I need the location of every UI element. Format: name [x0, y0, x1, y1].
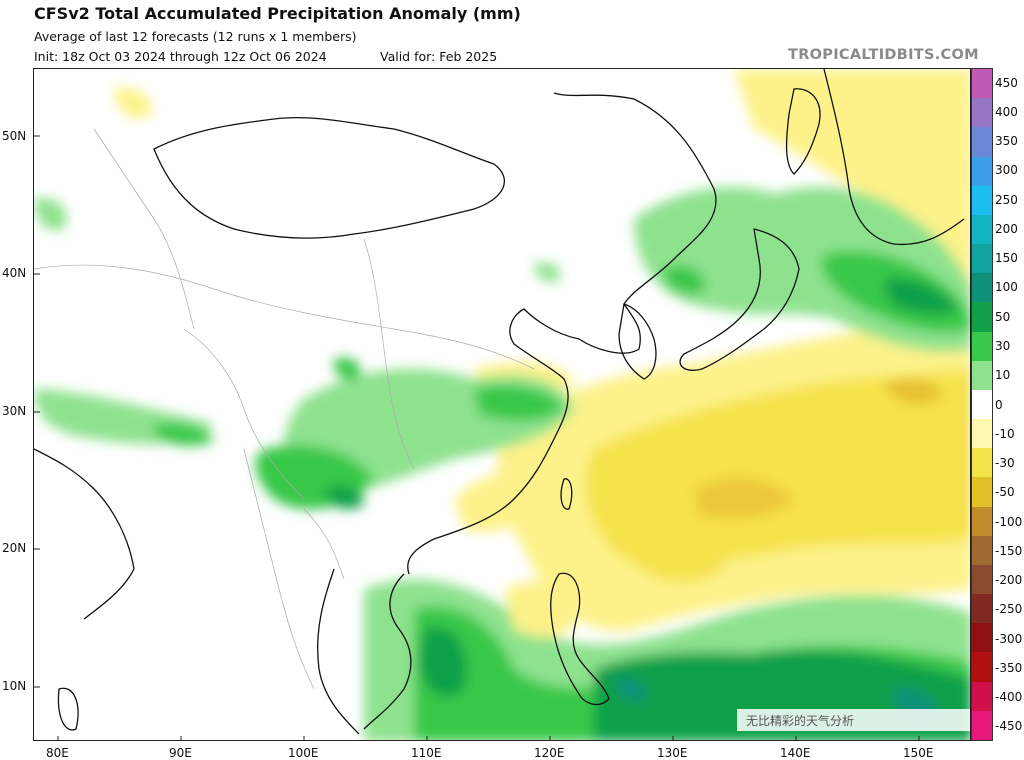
overlay-strip	[737, 709, 970, 731]
colorbar-swatch	[972, 69, 992, 99]
map-borders	[34, 128, 535, 690]
colorbar-label: 350	[995, 134, 1018, 149]
colorbar-swatch	[972, 244, 992, 274]
colorbar-swatch	[972, 360, 992, 390]
colorbar-label: 400	[995, 104, 1018, 119]
colorbar-label: 10	[995, 368, 1011, 383]
colorbar-label: 300	[995, 163, 1018, 178]
colorbar-label: 250	[995, 192, 1018, 207]
colorbar-swatch	[972, 419, 992, 449]
site-watermark: TROPICALTIDBITS.COM	[788, 47, 979, 63]
colorbar-label: -300	[995, 631, 1023, 646]
lon-label-80e: 80E	[46, 746, 69, 760]
colorbar-label: 150	[995, 251, 1018, 266]
valid-time: Valid for: Feb 2025	[380, 49, 498, 64]
colorbar-label: 100	[995, 280, 1018, 295]
map-coastlines	[34, 69, 965, 735]
precipitation-anomaly-map: 无比精彩的天气分析	[33, 68, 971, 741]
colorbar-swatch	[972, 477, 992, 507]
overlay-text: 无比精彩的天气分析	[746, 713, 854, 728]
anomaly-fill	[34, 69, 970, 740]
colorbar	[971, 68, 993, 741]
colorbar-swatch	[972, 273, 992, 303]
colorbar-swatch	[972, 535, 992, 565]
colorbar-swatch	[972, 623, 992, 653]
lat-label-10n: 10N	[2, 679, 27, 693]
lon-label-120e: 120E	[534, 746, 565, 760]
lon-label-130e: 130E	[657, 746, 688, 760]
lon-label-110e: 110E	[411, 746, 442, 760]
colorbar-swatch	[972, 652, 992, 682]
colorbar-label: -400	[995, 690, 1023, 705]
colorbar-swatch	[972, 214, 992, 245]
lat-label-20n: 20N	[2, 541, 27, 555]
lat-label-30n: 30N	[2, 404, 27, 418]
colorbar-swatch	[972, 127, 992, 157]
lon-label-150e: 150E	[903, 746, 934, 760]
lat-label-40n: 40N	[2, 266, 27, 280]
colorbar-label: -50	[995, 485, 1015, 500]
colorbar-swatch	[972, 594, 992, 624]
colorbar-swatch	[972, 506, 992, 536]
forecast-subtitle: Average of last 12 forecasts (12 runs x …	[34, 29, 357, 44]
lon-label-100e: 100E	[288, 746, 319, 760]
lon-label-140e: 140E	[780, 746, 811, 760]
colorbar-label: 450	[995, 75, 1018, 90]
colorbar-swatch	[972, 156, 992, 186]
chart-title: CFSv2 Total Accumulated Precipitation An…	[34, 4, 521, 23]
frame-ticks	[34, 135, 920, 740]
colorbar-label: -10	[995, 426, 1015, 441]
colorbar-label: -250	[995, 602, 1023, 617]
colorbar-swatch	[972, 331, 992, 361]
colorbar-swatch	[972, 448, 992, 478]
colorbar-swatch	[972, 710, 992, 740]
colorbar-swatch	[972, 681, 992, 711]
colorbar-label: 0	[995, 397, 1003, 412]
colorbar-label: -100	[995, 514, 1023, 529]
colorbar-label: -150	[995, 543, 1023, 558]
colorbar-label: -30	[995, 456, 1015, 471]
colorbar-label: 200	[995, 221, 1018, 236]
colorbar-swatch	[972, 98, 992, 128]
init-time: Init: 18z Oct 03 2024 through 12z Oct 06…	[34, 49, 327, 64]
colorbar-label: -450	[995, 719, 1023, 734]
colorbar-label: 30	[995, 338, 1011, 353]
colorbar-swatch	[972, 302, 992, 332]
map-canvas: 无比精彩的天气分析	[34, 69, 970, 740]
colorbar-label: 50	[995, 309, 1011, 324]
colorbar-swatch	[972, 389, 992, 420]
lat-label-50n: 50N	[2, 129, 27, 143]
colorbar-swatch	[972, 564, 992, 595]
colorbar-label: -350	[995, 660, 1023, 675]
colorbar-swatch	[972, 185, 992, 215]
lon-label-90e: 90E	[169, 746, 192, 760]
colorbar-label: -200	[995, 573, 1023, 588]
